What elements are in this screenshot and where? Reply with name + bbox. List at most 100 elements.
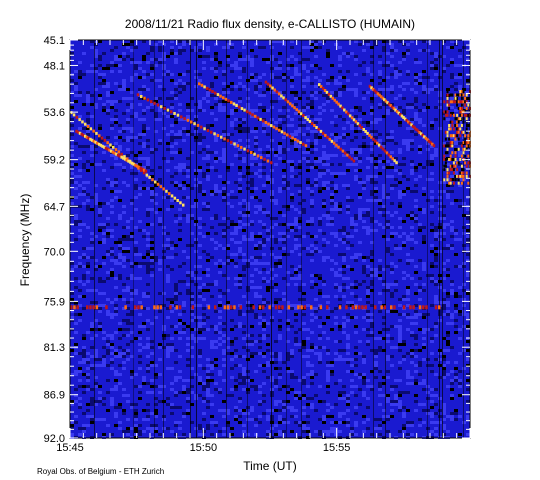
spectrogram-pixel	[418, 364, 422, 367]
spectrogram-pixel	[74, 331, 78, 334]
spectrogram-pixel	[418, 82, 422, 85]
spectrogram-pixel	[142, 124, 146, 127]
late-burst-pixel	[449, 100, 452, 104]
spectrogram-pixel	[202, 202, 206, 205]
spectrogram-pixel	[334, 352, 338, 355]
spectrogram-pixel	[178, 322, 182, 325]
spectrogram-pixel	[386, 238, 390, 241]
spectrogram-pixel	[430, 124, 434, 127]
spectrogram-pixel	[146, 166, 150, 169]
late-burst-pixel	[452, 127, 455, 131]
spectrogram-pixel	[130, 136, 134, 139]
spectrogram-pixel	[82, 103, 86, 106]
spectrogram-pixel	[334, 172, 338, 175]
spectrogram-pixel	[258, 256, 262, 259]
spectrogram-pixel	[110, 166, 114, 169]
spectrogram-pixel	[310, 193, 314, 196]
spectrogram-pixel	[374, 136, 378, 139]
spectrogram-pixel	[442, 181, 446, 184]
spectrogram-pixel	[298, 73, 302, 76]
burst-pixel	[329, 94, 333, 98]
spectrogram-pixel	[114, 142, 118, 145]
spectrogram-pixel	[398, 193, 402, 196]
spectrogram-pixel	[182, 130, 186, 133]
band-pixel	[226, 305, 230, 310]
spectrogram-pixel	[226, 43, 230, 46]
spectrogram-pixel	[98, 58, 102, 61]
spectrogram-pixel	[278, 376, 282, 379]
spectrogram-pixel	[366, 319, 370, 322]
burst-pixel	[243, 147, 246, 151]
burst-pixel	[251, 113, 254, 117]
spectrogram-pixel	[222, 154, 226, 157]
spectrogram-pixel	[314, 394, 318, 397]
spectrogram-pixel	[78, 61, 82, 64]
spectrogram-pixel	[262, 244, 266, 247]
spectrogram-pixel	[86, 331, 90, 334]
spectrogram-pixel	[398, 94, 402, 97]
spectrogram-pixel	[446, 385, 450, 388]
burst-track	[368, 84, 436, 148]
spectrogram-pixel	[234, 337, 238, 340]
spectrogram-pixel	[402, 295, 406, 298]
band-pixel	[73, 305, 76, 310]
spectrogram-pixel	[434, 247, 438, 250]
spectrogram-pixel	[430, 250, 434, 253]
band-pixel	[393, 305, 396, 310]
spectrogram-pixel	[110, 397, 114, 400]
spectrogram-pixel	[370, 121, 374, 124]
spectrogram-pixel	[186, 337, 190, 340]
late-burst-pixel	[456, 117, 459, 121]
spectrogram-pixel	[258, 400, 262, 403]
spectrogram-pixel	[394, 178, 398, 181]
spectrogram-pixel	[146, 244, 150, 247]
burst-pixel	[339, 104, 342, 108]
spectrogram-pixel	[154, 415, 158, 418]
spectrogram-pixel	[338, 415, 342, 418]
spectrogram-pixel	[342, 253, 346, 256]
spectrogram-pixel	[130, 355, 134, 358]
spectrogram-pixel	[238, 241, 242, 244]
spectrogram-pixel	[430, 412, 434, 415]
spectrogram-pixel	[158, 262, 162, 265]
spectrogram-pixel	[242, 238, 246, 241]
spectrogram-pixel	[206, 379, 210, 382]
spectrogram-pixel	[310, 142, 314, 145]
spectrogram-pixel	[450, 229, 454, 232]
spectrogram-pixel	[166, 316, 170, 319]
spectrogram-pixel	[410, 355, 414, 358]
spectrogram-pixel	[198, 217, 202, 220]
spectrogram-pixel	[282, 247, 286, 250]
spectrogram-pixel	[354, 94, 358, 97]
spectrogram-pixel	[258, 76, 262, 79]
spectrogram-pixel	[338, 349, 342, 352]
spectrogram-pixel	[262, 337, 266, 340]
spectrogram-pixel	[430, 415, 434, 418]
spectrogram-pixel	[402, 232, 406, 235]
spectrogram-pixel	[238, 55, 242, 58]
spectrogram-pixel	[202, 97, 206, 100]
spectrogram-pixel	[154, 148, 158, 151]
spectrogram-pixel	[198, 109, 202, 112]
spectrogram-pixel	[302, 322, 306, 325]
spectrogram-pixel	[210, 238, 214, 241]
spectrogram-pixel	[178, 280, 182, 283]
burst-pixel	[263, 157, 266, 161]
spectrogram-pixel	[370, 271, 374, 274]
spectrogram-pixel	[146, 268, 150, 271]
spectrogram-pixel	[142, 409, 146, 412]
spectrogram-pixel	[182, 49, 186, 52]
spectrogram-pixel	[178, 169, 182, 172]
spectrogram-pixel	[130, 97, 134, 100]
spectrogram-pixel	[94, 349, 98, 352]
spectrogram-pixel	[230, 376, 234, 379]
spectrogram-pixel	[394, 247, 398, 250]
spectrogram-pixel	[318, 355, 322, 358]
spectrogram-pixel	[278, 328, 282, 331]
spectrogram-pixel	[390, 268, 394, 271]
spectrogram-pixel	[274, 265, 278, 268]
spectrogram-pixel	[274, 100, 278, 103]
spectrogram-pixel	[102, 433, 106, 436]
spectrogram-pixel	[290, 163, 294, 166]
spectrogram-pixel	[210, 85, 214, 88]
